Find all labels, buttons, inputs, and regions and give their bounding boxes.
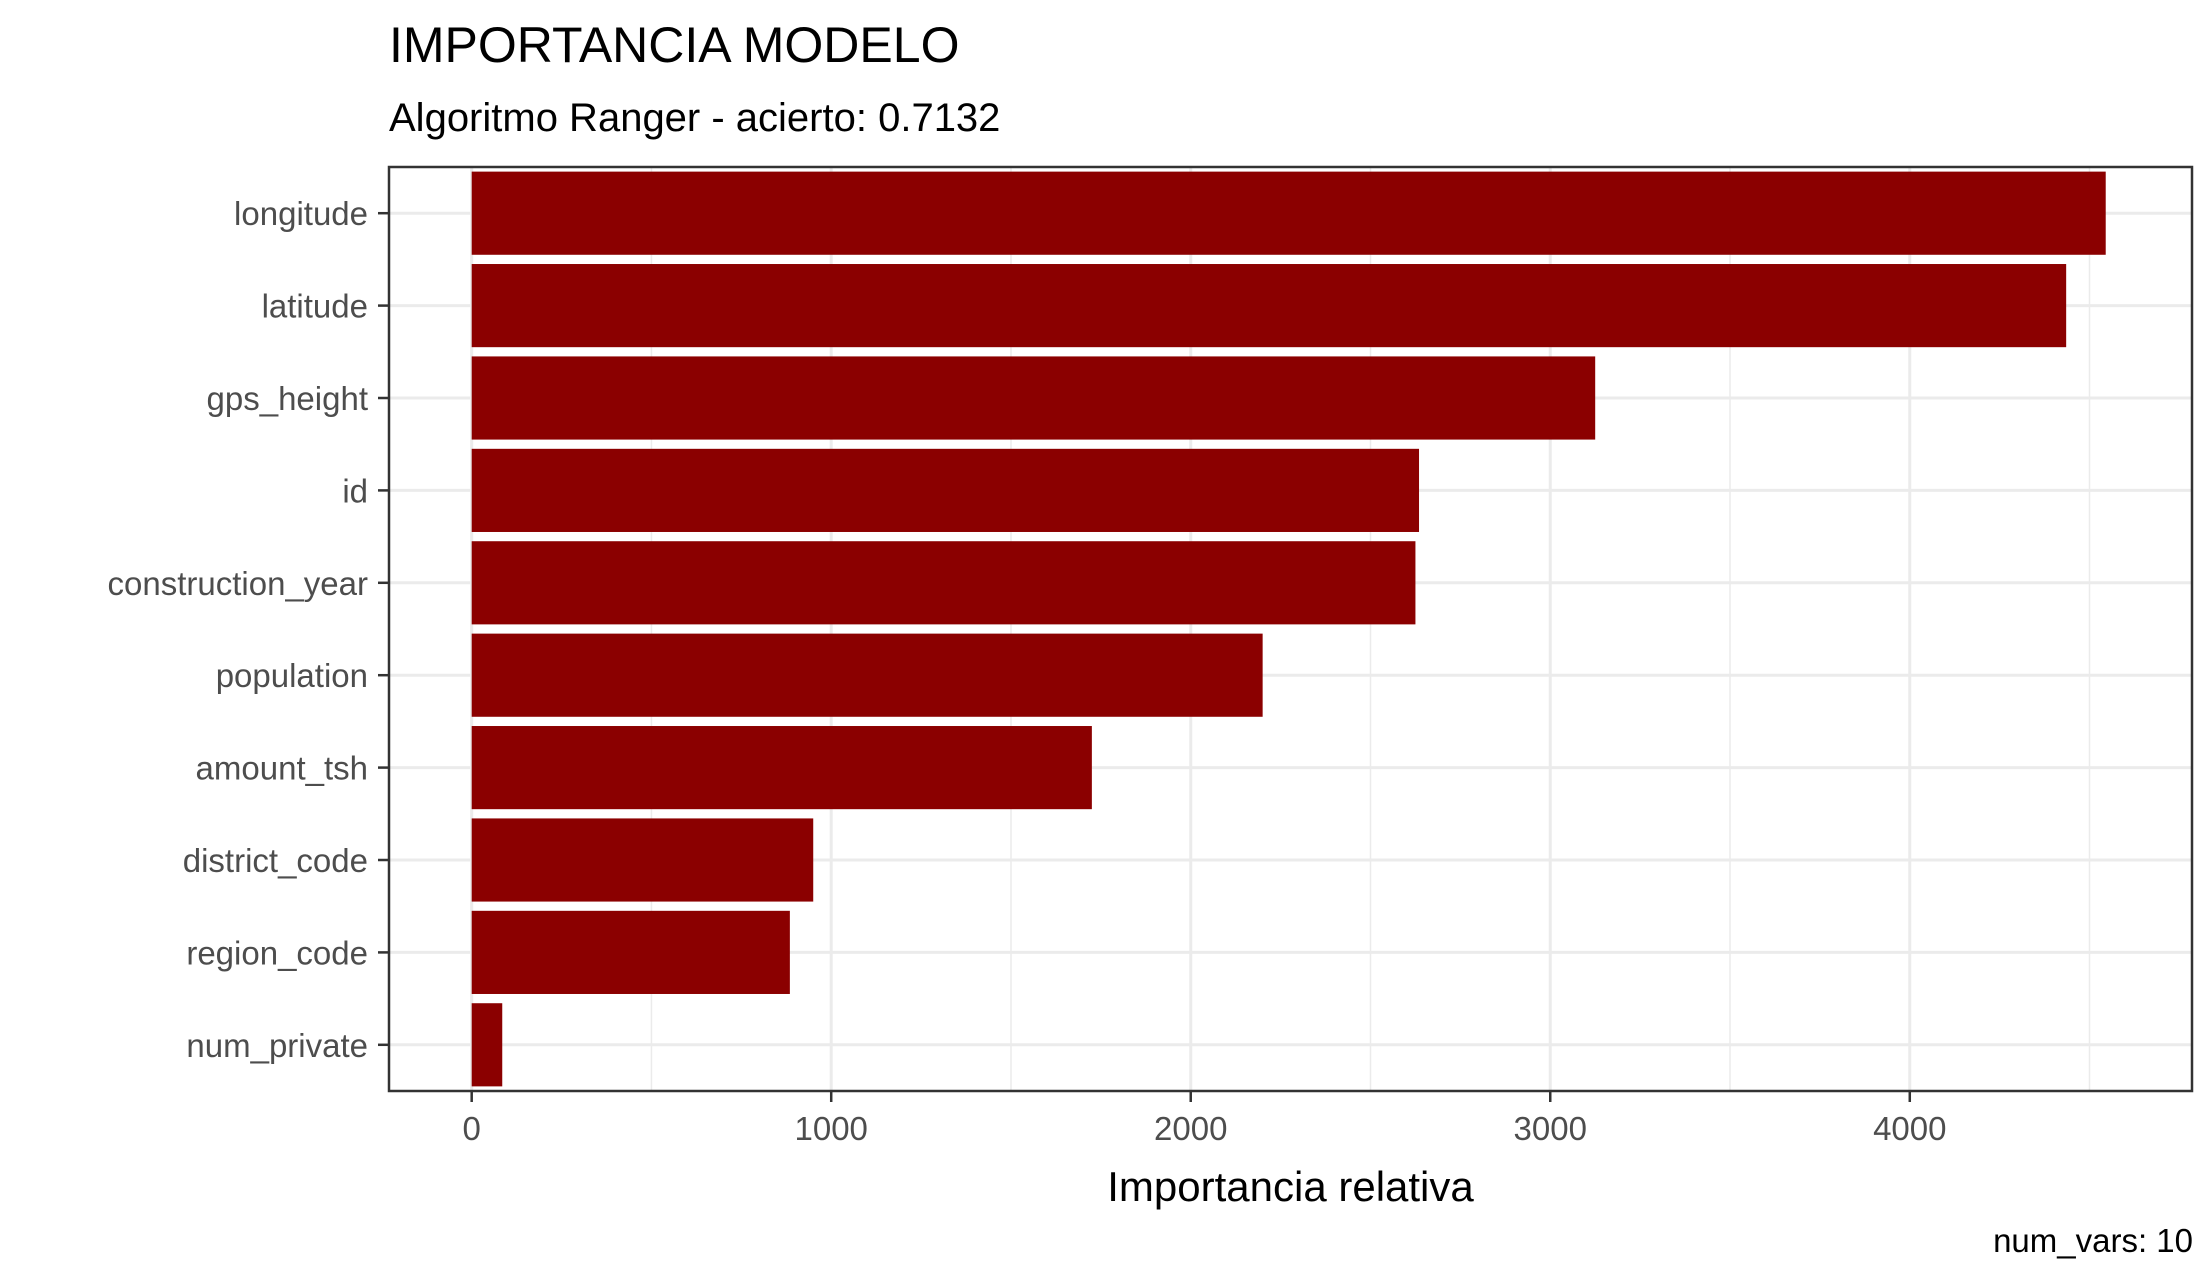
bar-region-code bbox=[471, 910, 790, 994]
x-tick-label: 0 bbox=[463, 1110, 481, 1147]
y-tick-label: population bbox=[216, 657, 368, 694]
bar-longitude bbox=[471, 171, 2106, 255]
bar-latitude bbox=[471, 264, 2067, 348]
y-tick-label: amount_tsh bbox=[196, 750, 368, 787]
x-tick-label: 3000 bbox=[1514, 1110, 1587, 1147]
y-tick-label: gps_height bbox=[207, 380, 368, 417]
bar-id bbox=[471, 448, 1420, 532]
bar-district-code bbox=[471, 818, 814, 902]
y-tick-label: region_code bbox=[186, 934, 368, 971]
y-tick-label: longitude bbox=[234, 195, 368, 232]
bars bbox=[471, 171, 2106, 1087]
bar-num-private bbox=[471, 1003, 503, 1087]
y-tick-label: id bbox=[342, 472, 368, 509]
y-tick-label: district_code bbox=[183, 842, 368, 879]
bar-population bbox=[471, 633, 1263, 717]
chart-title: IMPORTANCIA MODELO bbox=[389, 17, 959, 73]
y-tick-label: num_private bbox=[186, 1027, 368, 1064]
y-tick-label: construction_year bbox=[108, 565, 368, 602]
y-tick-label: latitude bbox=[262, 288, 368, 325]
bar-amount-tsh bbox=[471, 726, 1092, 810]
x-tick-label: 4000 bbox=[1873, 1110, 1946, 1147]
x-axis-label: Importancia relativa bbox=[1107, 1163, 1474, 1210]
panel-border bbox=[387, 165, 2194, 1093]
x-axis: 0 1000 2000 3000 4000 bbox=[463, 1091, 1946, 1147]
chart-caption: num_vars: 10 bbox=[1993, 1222, 2193, 1259]
chart-subtitle: Algoritmo Ranger - acierto: 0.7132 bbox=[389, 96, 1000, 140]
x-tick-label: 1000 bbox=[795, 1110, 868, 1147]
x-tick-label: 2000 bbox=[1154, 1110, 1227, 1147]
bar-construction-year bbox=[471, 541, 1416, 625]
bar-gps-height bbox=[471, 356, 1596, 440]
